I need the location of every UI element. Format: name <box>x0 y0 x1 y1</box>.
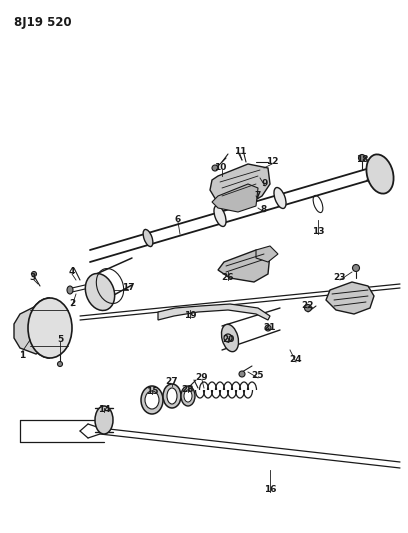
Text: 1: 1 <box>19 351 25 359</box>
Ellipse shape <box>212 165 218 171</box>
Text: 19: 19 <box>184 311 196 320</box>
Ellipse shape <box>95 406 113 434</box>
Polygon shape <box>212 184 258 212</box>
Text: 12: 12 <box>266 157 278 166</box>
Polygon shape <box>158 304 270 320</box>
Ellipse shape <box>143 229 153 247</box>
Text: 15: 15 <box>146 387 158 397</box>
Ellipse shape <box>141 386 163 414</box>
Ellipse shape <box>181 386 195 406</box>
Text: 10: 10 <box>214 164 226 173</box>
Ellipse shape <box>28 298 72 358</box>
Text: 29: 29 <box>196 374 208 383</box>
Text: 17: 17 <box>122 284 134 293</box>
Ellipse shape <box>304 304 311 311</box>
Ellipse shape <box>184 390 192 402</box>
Text: 14: 14 <box>98 406 110 415</box>
Text: 28: 28 <box>182 385 194 394</box>
Polygon shape <box>218 250 270 282</box>
Ellipse shape <box>214 206 226 227</box>
Ellipse shape <box>353 264 359 271</box>
Text: 8J19 520: 8J19 520 <box>14 16 72 29</box>
Text: 26: 26 <box>222 273 234 282</box>
Text: 3: 3 <box>29 273 35 282</box>
Ellipse shape <box>366 155 394 193</box>
Ellipse shape <box>167 388 177 404</box>
Text: 24: 24 <box>290 356 302 365</box>
Ellipse shape <box>85 273 115 311</box>
Ellipse shape <box>222 324 239 352</box>
Text: 22: 22 <box>302 302 314 311</box>
Ellipse shape <box>274 188 286 208</box>
Text: 8: 8 <box>261 206 267 214</box>
Text: 11: 11 <box>234 148 246 157</box>
Ellipse shape <box>31 271 36 277</box>
Text: 5: 5 <box>57 335 63 344</box>
Ellipse shape <box>239 371 245 377</box>
Ellipse shape <box>58 361 62 367</box>
Ellipse shape <box>163 384 181 408</box>
Polygon shape <box>210 164 270 206</box>
Ellipse shape <box>145 391 159 409</box>
Text: 16: 16 <box>264 486 276 495</box>
Ellipse shape <box>265 325 271 331</box>
Text: 23: 23 <box>334 273 346 282</box>
Text: 7: 7 <box>255 191 261 200</box>
Text: 18: 18 <box>356 156 368 165</box>
Ellipse shape <box>359 155 366 161</box>
Text: 13: 13 <box>312 228 324 237</box>
Polygon shape <box>326 282 374 314</box>
Text: 21: 21 <box>264 324 276 333</box>
Text: 27: 27 <box>166 377 178 386</box>
Polygon shape <box>256 246 278 262</box>
Text: 25: 25 <box>252 372 264 381</box>
Ellipse shape <box>67 286 73 294</box>
Text: 9: 9 <box>262 180 268 189</box>
Text: 4: 4 <box>69 268 75 277</box>
Text: 6: 6 <box>175 215 181 224</box>
Text: 2: 2 <box>69 298 75 308</box>
Polygon shape <box>14 306 50 354</box>
Text: 20: 20 <box>222 335 234 344</box>
Ellipse shape <box>224 334 232 342</box>
